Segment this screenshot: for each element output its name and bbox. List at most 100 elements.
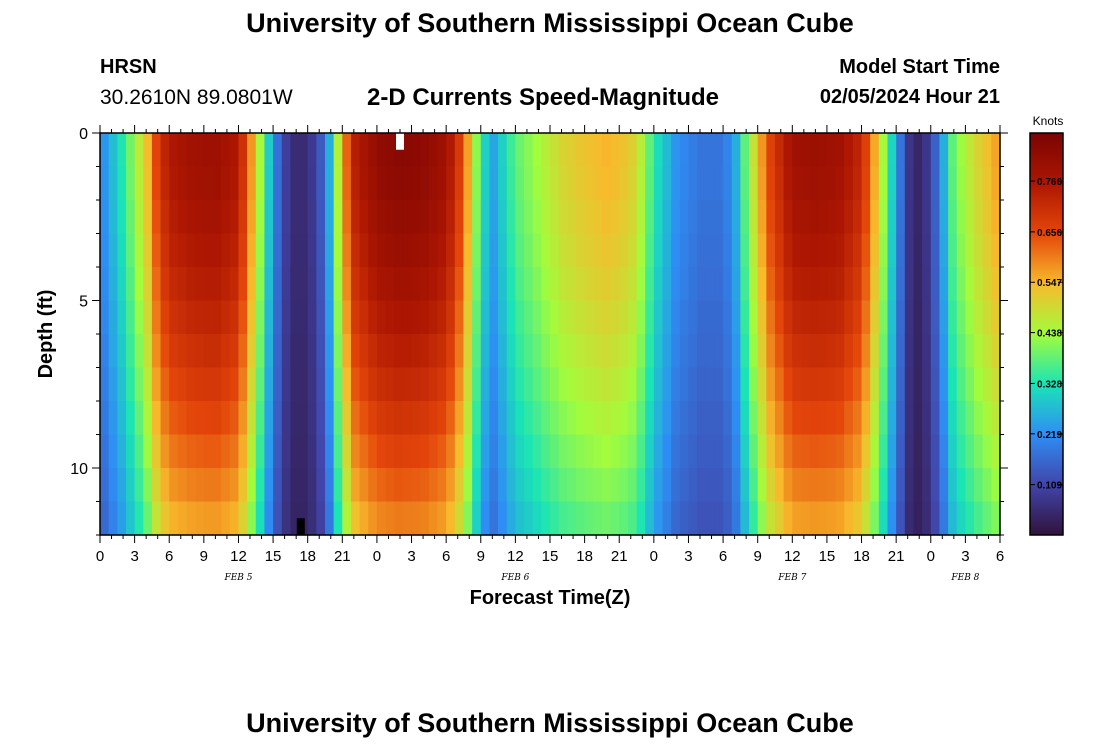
heatmap-cell [809, 267, 819, 302]
heatmap-cell [636, 367, 646, 402]
heatmap-cell [472, 200, 482, 235]
heatmap-cell [117, 200, 127, 235]
heatmap-cell [974, 367, 984, 402]
heatmap-cell [627, 166, 638, 201]
heatmap-cell [290, 300, 300, 335]
heatmap-cell [169, 401, 179, 436]
heatmap-cell [878, 401, 889, 436]
heatmap-cell [376, 267, 387, 302]
heatmap-cell [281, 501, 291, 536]
x-tick-label: 15 [819, 548, 836, 565]
heatmap-cell [264, 166, 274, 201]
heatmap-cell [679, 233, 690, 268]
heatmap-cell [169, 233, 179, 268]
heatmap-cell [532, 200, 542, 235]
heatmap-cell [922, 200, 932, 235]
heatmap-cell [584, 401, 594, 436]
heatmap-cell [852, 166, 863, 201]
heatmap-cell [411, 367, 421, 402]
heatmap-cell [852, 200, 863, 235]
heatmap-cell [212, 468, 222, 503]
heatmap-cell [402, 200, 413, 235]
heatmap-cell [991, 401, 1001, 436]
heatmap-cell [307, 367, 317, 402]
heatmap-cell [627, 133, 638, 168]
heatmap-cell [697, 267, 707, 302]
heatmap-cell [922, 233, 932, 268]
chart-title: 2-D Currents Speed-Magnitude [367, 84, 720, 111]
heatmap-cell [974, 233, 984, 268]
heatmap-cell [619, 233, 629, 268]
heatmap-cell [567, 401, 577, 436]
heatmap-cell [775, 300, 785, 335]
heatmap-cell [593, 367, 603, 402]
heatmap-cell [653, 334, 664, 369]
heatmap-cell [835, 401, 845, 436]
heatmap-cell [515, 434, 525, 469]
heatmap-cell [601, 267, 612, 302]
heatmap-cell [783, 233, 793, 268]
heatmap-cell [195, 501, 205, 536]
heatmap-cell [402, 166, 413, 201]
heatmap-cell [705, 334, 716, 369]
heatmap-cell [766, 334, 776, 369]
heatmap-cell [238, 434, 248, 469]
heatmap-cell [333, 233, 343, 268]
heatmap-cell [974, 300, 984, 335]
heatmap-cell [636, 501, 646, 536]
heatmap-cell [662, 133, 672, 168]
heatmap-cell [472, 401, 482, 436]
heatmap-cell [515, 367, 525, 402]
heatmap-cell [627, 267, 638, 302]
heatmap-cell [783, 434, 793, 469]
heatmap-cell [930, 166, 941, 201]
heatmap-cell [731, 401, 741, 436]
heatmap-cell [333, 166, 343, 201]
heatmap-cell [636, 166, 646, 201]
heatmap-cell [818, 133, 828, 168]
heatmap-cell [428, 501, 439, 536]
heatmap-cell [826, 133, 837, 168]
heatmap-cell [887, 501, 897, 536]
heatmap-cell [627, 367, 638, 402]
heatmap-cell [255, 367, 266, 402]
heatmap-cell [524, 468, 534, 503]
heatmap-cell [100, 166, 110, 201]
heatmap-cell [498, 367, 508, 402]
heatmap-cell [177, 233, 188, 268]
heatmap-cell [584, 233, 594, 268]
heatmap-cell [186, 501, 196, 536]
heatmap-cell [610, 200, 620, 235]
heatmap-cell [307, 233, 317, 268]
heatmap-cell [195, 468, 205, 503]
heatmap-cell [420, 401, 430, 436]
heatmap-cell [255, 300, 266, 335]
heatmap-cell [376, 200, 387, 235]
heatmap-cell [697, 233, 707, 268]
heatmap-cell [515, 401, 525, 436]
heatmap-cell [584, 501, 594, 536]
model-start-value: 02/05/2024 Hour 21 [819, 86, 1000, 108]
heatmap-cell [160, 166, 170, 201]
heatmap-cell [619, 501, 629, 536]
heatmap-cell [203, 200, 214, 235]
heatmap-cell [619, 367, 629, 402]
heatmap-cell [679, 133, 690, 168]
heatmap-cell [584, 166, 594, 201]
heatmap-cell [714, 401, 724, 436]
x-tick-label: 18 [576, 548, 593, 565]
heatmap-cell [887, 334, 897, 369]
heatmap-cell [653, 300, 664, 335]
heatmap-cell [221, 133, 231, 168]
heatmap-cell [948, 200, 958, 235]
heatmap-cell [368, 334, 378, 369]
heatmap-cell [723, 334, 733, 369]
heatmap-cell [108, 367, 118, 402]
heatmap-cell [740, 367, 750, 402]
heatmap-cell [541, 166, 551, 201]
x-tick-label: 3 [961, 548, 969, 565]
heatmap-cell [870, 401, 880, 436]
heatmap-cell [221, 166, 231, 201]
heatmap-cell [229, 300, 240, 335]
heatmap-cell [350, 300, 361, 335]
